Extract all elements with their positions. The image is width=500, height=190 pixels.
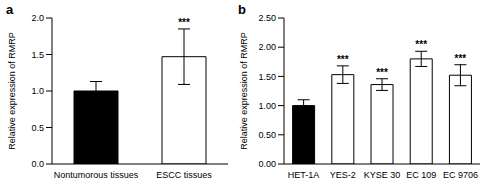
svg-text:YES-2: YES-2 — [330, 170, 356, 180]
svg-text:2.0: 2.0 — [31, 13, 44, 23]
svg-text:1.00: 1.00 — [258, 101, 276, 111]
svg-text:1.50: 1.50 — [258, 72, 276, 82]
svg-text:EC 109: EC 109 — [406, 170, 436, 180]
html-text:a: a — [6, 2, 14, 17]
svg-text:HET-1A: HET-1A — [288, 170, 320, 180]
svg-text:2.00: 2.00 — [258, 42, 276, 52]
svg-text:Nontumorous tissues: Nontumorous tissues — [54, 170, 139, 180]
svg-text:EC 9706: EC 9706 — [443, 170, 478, 180]
html-text:b: b — [238, 2, 246, 17]
svg-text:Relative expression of RMRP: Relative expression of RMRP — [239, 32, 249, 150]
svg-text:ESCC tissues: ESCC tissues — [156, 170, 212, 180]
svg-text:1.5: 1.5 — [31, 50, 44, 60]
svg-text:0.0: 0.0 — [31, 159, 44, 169]
svg-text:0.00: 0.00 — [258, 159, 276, 169]
svg-text:0.5: 0.5 — [31, 123, 44, 133]
svg-text:***: *** — [376, 67, 388, 78]
svg-text:2.50: 2.50 — [258, 13, 276, 23]
svg-text:***: *** — [415, 39, 427, 50]
svg-text:1.0: 1.0 — [31, 86, 44, 96]
svg-text:***: *** — [455, 53, 467, 64]
svg-text:KYSE 30: KYSE 30 — [364, 170, 401, 180]
svg-text:0.50: 0.50 — [258, 130, 276, 140]
svg-text:***: *** — [337, 54, 349, 65]
svg-text:Relative expression of RMRP: Relative expression of RMRP — [8, 32, 17, 150]
svg-text:***: *** — [178, 17, 190, 28]
